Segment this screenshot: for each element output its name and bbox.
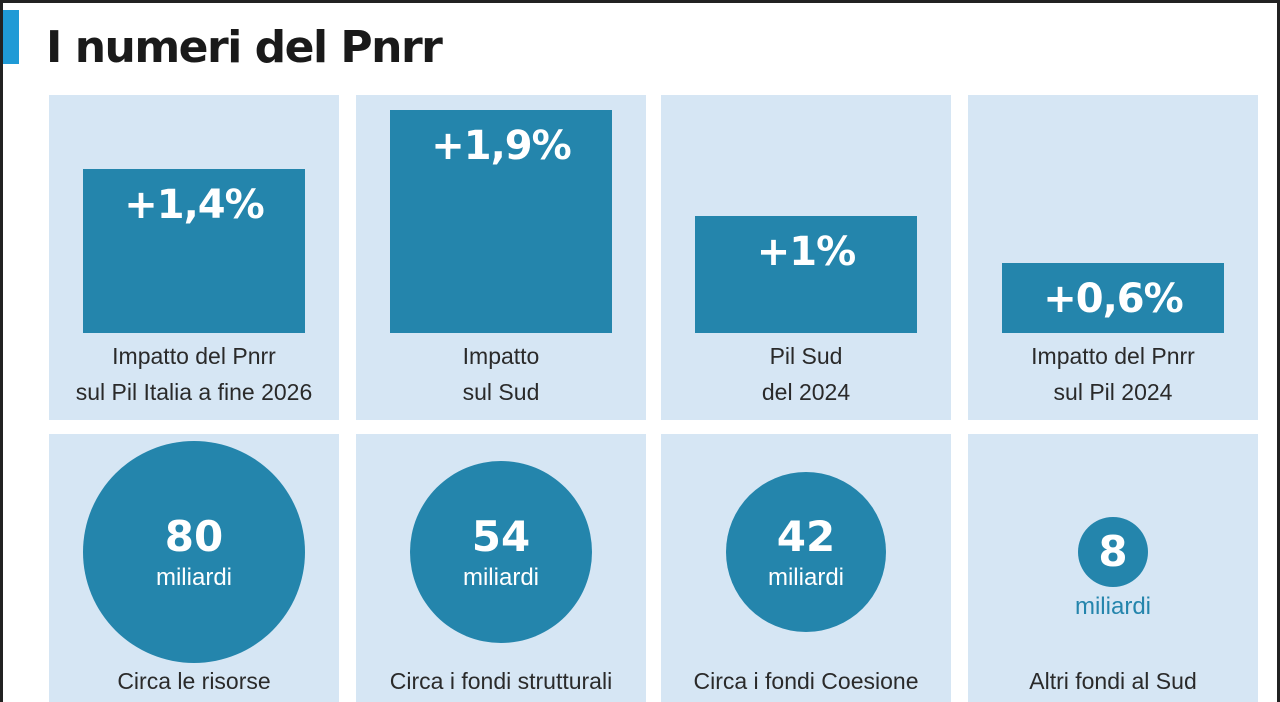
bubble [409,460,593,644]
bar-category-label: sul Sud [462,379,540,405]
bar-category-label: Impatto del Pnrr [1031,343,1195,369]
bubble-caption: Circa i fondi Coesione [693,668,919,694]
infographic-title: I numeri del Pnrr [46,22,443,73]
title-accent-bar [3,10,19,64]
bar: +1,9% [390,110,612,333]
bar: +1,4% [83,168,305,333]
bubble [1077,516,1149,588]
bar-value-label: +1,9% [431,123,571,169]
bubble-value-label: 54 [471,512,531,561]
bar-panel [968,95,1258,420]
bar: +0,6% [1002,262,1224,333]
bar: +1% [695,215,917,333]
bar-category-label: Pil Sud [769,343,843,369]
bubble [725,471,887,633]
bubble-value-label: 80 [164,512,224,561]
bubble [83,441,305,663]
bar-category-label: Impatto [462,343,540,369]
bubble-caption: Circa le risorse [117,668,271,694]
bubble-unit-label: miliardi [1074,593,1151,621]
bubble-caption: Circa i fondi strutturali [389,668,613,694]
bar-category-label: sul Pil Italia a fine 2026 [75,379,313,405]
bar-value-label: +0,6% [1043,275,1183,322]
bar-value-label: +1,4% [124,181,264,228]
bubble-unit-label: miliardi [767,564,844,591]
bar-value-label: +1% [756,228,856,275]
bar-category-label: del 2024 [761,379,851,405]
bar-category-label: Impatto del Pnrr [112,343,276,369]
bubble-caption: Altri fondi al Sud [1029,668,1197,694]
bubble-unit-label: miliardi [155,564,232,591]
bar-category-label: sul Pil 2024 [1053,379,1173,405]
bubble-unit-label: miliardi [462,564,539,591]
bubble-value-label: 8 [1098,527,1128,576]
bubble-value-label: 42 [776,512,836,561]
